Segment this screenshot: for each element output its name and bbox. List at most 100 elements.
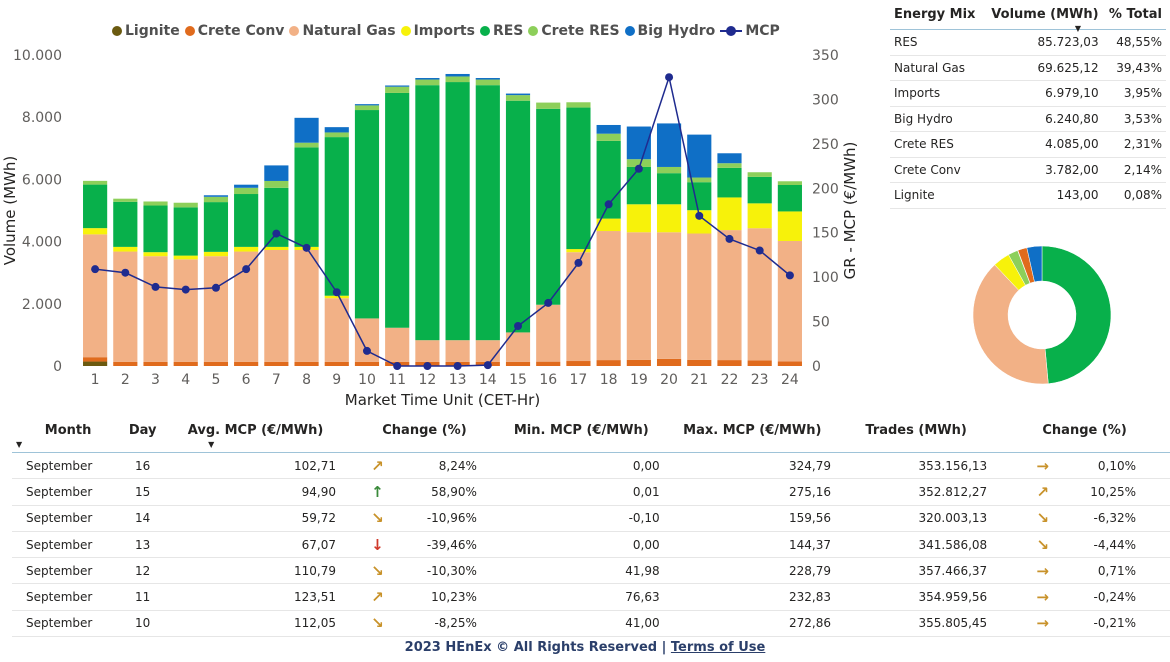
daily-mcp-table: Month ▼ Day ▼ Avg. MCP (€/MWh) Change (%) … — [12, 420, 1170, 638]
cell-change: 10,23% — [406, 583, 501, 611]
sort-desc-icon: ▼ — [1074, 24, 1082, 33]
bar-segment — [656, 166, 682, 174]
bar-segment — [203, 251, 229, 257]
bar-segment — [566, 102, 591, 108]
legend-item-mcp[interactable]: MCP — [720, 23, 780, 39]
mix-cell-mix: Crete Conv — [890, 157, 983, 183]
x-tick-label: 24 — [781, 372, 799, 388]
legend-marker — [112, 26, 122, 36]
bar-segment — [596, 133, 621, 141]
legend-item[interactable]: Crete RES — [528, 23, 620, 39]
cell-min: 41,00 — [500, 610, 672, 638]
cell-min: -0,10 — [500, 505, 672, 532]
bar-segment — [143, 201, 168, 206]
x-tick-label: 20 — [660, 372, 678, 388]
cell-avg: 110,79 — [173, 557, 348, 585]
pct-header[interactable]: % Total — [1102, 2, 1166, 30]
max-mcp-header[interactable]: Max. MCP (€/MWh) — [671, 420, 844, 453]
y-tick-label: 8.000 — [22, 110, 62, 126]
month-header[interactable]: Month ▼ — [12, 420, 113, 453]
y2-tick-label: 100 — [812, 270, 839, 286]
mix-row: Lignite 143,00 0,08% — [890, 182, 1166, 209]
bar-segment — [717, 360, 742, 366]
min-mcp-header[interactable]: Min. MCP (€/MWh) — [500, 420, 672, 453]
bar-segment — [445, 76, 470, 83]
bar-segment — [143, 256, 168, 362]
mcp-point — [725, 234, 734, 243]
x-tick-label: 3 — [151, 372, 160, 388]
mcp-point — [574, 258, 583, 267]
bar-segment — [475, 85, 500, 341]
bar-segment — [234, 187, 259, 195]
table-row: September 11 123,51 ↗ 10,23% 76,63 232,83 354.9… — [12, 583, 1170, 611]
legend-marker — [400, 26, 411, 36]
x-tick-label: 16 — [539, 372, 557, 388]
cell-month: September — [12, 452, 113, 480]
trades-change-header[interactable]: Change (%) — [999, 420, 1170, 453]
legend-item[interactable]: Big Hydro — [624, 23, 715, 39]
bar-segment — [354, 105, 380, 111]
bar-segment — [415, 78, 440, 80]
bar-segment — [687, 177, 712, 183]
bar-segment — [656, 358, 682, 366]
bar-segment — [505, 361, 531, 366]
arrow-down-right-icon: ↘ — [999, 531, 1087, 559]
arrow-up-right-icon: ↗ — [348, 452, 407, 480]
trades-header[interactable]: Trades (MWh) — [843, 420, 1000, 453]
bar-segment — [717, 167, 742, 198]
bar-segment — [83, 180, 108, 185]
bar-segment — [264, 361, 289, 366]
mcp-point — [272, 229, 281, 238]
bar-segment — [143, 205, 168, 253]
x-tick-label: 9 — [332, 372, 341, 388]
bar-segment — [536, 108, 561, 305]
volume-header[interactable]: Volume (MWh) ▼ — [982, 2, 1103, 33]
cell-change: 58,90% — [406, 478, 501, 506]
bar-segment — [203, 196, 229, 203]
mcp-point — [332, 288, 341, 297]
cell-trades: 353.156,13 — [843, 452, 1000, 480]
legend-label: MCP — [745, 23, 780, 39]
terms-of-use-link[interactable]: Terms of Use — [670, 640, 766, 655]
legend-item[interactable]: Imports — [400, 23, 475, 39]
day-header[interactable]: Day ▼ — [112, 420, 214, 453]
bar-segment — [264, 165, 289, 181]
mcp-point — [181, 285, 190, 294]
cell-change: -10,96% — [406, 505, 501, 532]
legend-item[interactable]: RES — [479, 23, 523, 39]
cell-trades: 354.959,56 — [843, 583, 1000, 611]
mcp-point — [544, 298, 553, 307]
cell-change2: 0,71% — [1086, 557, 1170, 585]
legend-item[interactable]: Crete Conv — [184, 23, 284, 39]
donut-slice — [1041, 245, 1112, 384]
avg-mcp-header[interactable]: Avg. MCP (€/MWh) — [173, 420, 348, 453]
mcp-point — [121, 268, 130, 277]
cell-day: 15 — [112, 478, 174, 506]
mix-cell-pct: 2,31% — [1102, 131, 1166, 158]
bar-segment — [445, 82, 470, 341]
mcp-point — [151, 282, 160, 291]
x-tick-label: 11 — [388, 372, 406, 388]
bar-segment — [83, 228, 108, 235]
cell-min: 41,98 — [500, 557, 672, 585]
cell-day: 11 — [112, 583, 174, 611]
cell-min: 76,63 — [500, 583, 672, 611]
bar-segment — [385, 86, 410, 93]
x-tick-label: 18 — [600, 372, 618, 388]
cell-max: 324,79 — [671, 452, 844, 480]
mix-cell-volume: 143,00 — [982, 182, 1103, 209]
legend-item[interactable]: Lignite — [112, 23, 180, 39]
bar-segment — [626, 359, 651, 366]
change-header[interactable]: Change (%) — [348, 420, 501, 453]
y2-axis-label: GR - MCP (€/MWh) — [841, 142, 859, 280]
bar-segment — [385, 92, 410, 328]
mix-header[interactable]: Energy Mix — [890, 2, 983, 30]
bar-segment — [354, 104, 380, 106]
x-tick-label: 15 — [509, 372, 527, 388]
cell-trades: 357.466,37 — [843, 557, 1000, 585]
bar-segment — [234, 194, 259, 247]
mix-cell-volume: 3.782,00 — [982, 157, 1103, 183]
legend-item[interactable]: Natural Gas — [289, 23, 396, 39]
bar-segment — [505, 100, 531, 333]
arrow-right-icon: → — [999, 557, 1087, 585]
